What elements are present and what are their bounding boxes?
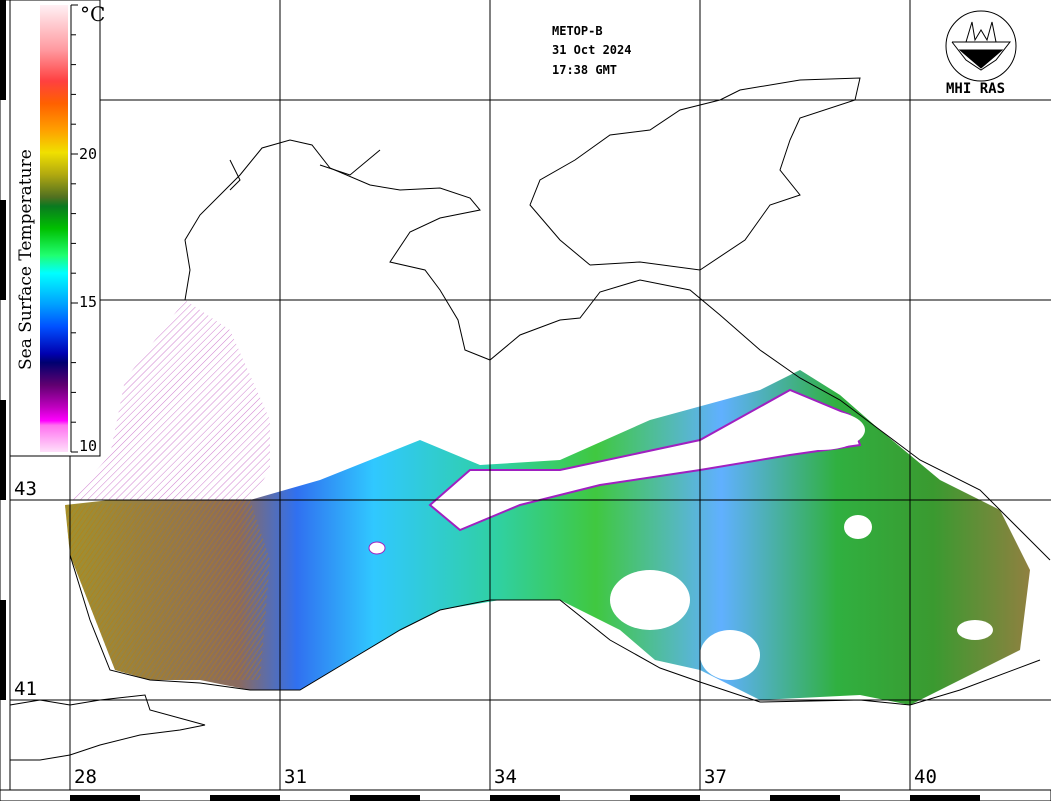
colorbar xyxy=(40,5,68,452)
sparse-data-area xyxy=(70,300,270,500)
western-hatched-sst xyxy=(65,500,270,680)
cloud-mask xyxy=(775,410,865,450)
lat-label-43: 43 xyxy=(14,478,37,500)
legend-tick-20: 20 xyxy=(79,145,98,163)
lat-label-41: 41 xyxy=(14,678,37,700)
legend-tick-10: 10 xyxy=(79,437,98,455)
lon-label-34: 34 xyxy=(494,766,517,788)
mhi-ras-logo xyxy=(945,10,1017,82)
cloud-mask xyxy=(610,570,690,630)
colorbar-ticks xyxy=(70,4,78,453)
cloud-mask xyxy=(428,388,862,532)
lon-label-28: 28 xyxy=(74,766,97,788)
image-time: 17:38 GMT xyxy=(552,63,618,77)
cloud-mask xyxy=(844,515,872,539)
cloud-mask xyxy=(700,630,760,680)
lon-label-40: 40 xyxy=(914,766,937,788)
image-date: 31 Oct 2024 xyxy=(552,43,632,57)
legend-tick-15: 15 xyxy=(79,293,98,311)
legend-unit: °C xyxy=(80,2,106,26)
lon-label-31: 31 xyxy=(284,766,307,788)
lon-label-37: 37 xyxy=(704,766,727,788)
satellite-name: METOP-B xyxy=(552,24,603,38)
cloud-mask xyxy=(957,620,993,640)
legend-title: Sea Surface Temperature xyxy=(16,149,36,370)
cloud-mask xyxy=(368,541,386,555)
logo-text: MHI RAS xyxy=(946,81,1006,97)
